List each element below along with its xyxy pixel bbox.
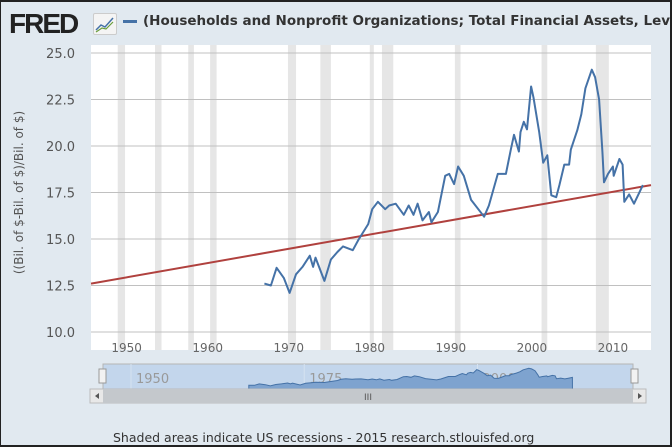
navigator-series	[248, 367, 573, 390]
handle-grip-icon[interactable]	[630, 368, 639, 384]
legend-swatch	[123, 19, 137, 23]
legend-series-label[interactable]: (Households and Nonprofit Organizations;…	[143, 13, 671, 29]
recession-band	[117, 45, 126, 350]
chart-title: (Households and Nonprofit Organizations;…	[123, 13, 671, 29]
x-tick-label: 1970	[273, 341, 304, 355]
x-tick-label: 1950	[111, 341, 142, 355]
y-tick-label: 12.5	[46, 280, 75, 295]
recession-band	[369, 45, 374, 350]
x-tick-label: 1960	[192, 341, 223, 355]
series-line[interactable]	[264, 68, 644, 294]
x-tick-label: 1980	[355, 341, 386, 355]
handle-grip-icon[interactable]	[98, 368, 107, 384]
recession-band	[188, 45, 194, 350]
y-tick-label: 15.0	[46, 233, 75, 248]
recession-band	[155, 45, 162, 350]
recession-band	[595, 45, 609, 350]
recession-band	[381, 45, 394, 350]
x-tick-label: 2010	[598, 341, 629, 355]
recession-band	[287, 45, 297, 350]
scrollbar-grip-icon: III	[364, 393, 372, 403]
recession-band	[320, 45, 331, 350]
x-tick-label: 2000	[517, 341, 548, 355]
scroll-right-arrow-icon[interactable]	[638, 393, 642, 399]
fred-logo[interactable]: FRED	[9, 8, 79, 39]
scroll-left-arrow-icon[interactable]	[95, 393, 99, 399]
chart-line-icon	[93, 13, 117, 35]
y-tick-label: 20.0	[46, 140, 75, 155]
navigator-label: 1950	[136, 372, 169, 387]
recession-band	[454, 45, 461, 350]
recession-band	[210, 45, 217, 350]
recession-band	[541, 45, 548, 350]
trend-line[interactable]	[90, 184, 652, 285]
y-tick-label: 22.5	[46, 94, 75, 109]
y-tick-label: 10.0	[46, 326, 75, 341]
navigator-handle-left[interactable]	[98, 368, 107, 384]
footer-note: Shaded areas indicate US recessions - 20…	[113, 430, 535, 445]
y-tick-label: 25.0	[46, 47, 75, 62]
y-tick-label: 17.5	[46, 187, 75, 202]
y-axis-label: ((Bil. of $-Bil. of $)/Bil. of $)	[12, 111, 26, 274]
x-tick-label: 1990	[436, 341, 467, 355]
scrollbar-thumb[interactable]	[103, 389, 633, 403]
navigator-handle-right[interactable]	[630, 368, 639, 384]
